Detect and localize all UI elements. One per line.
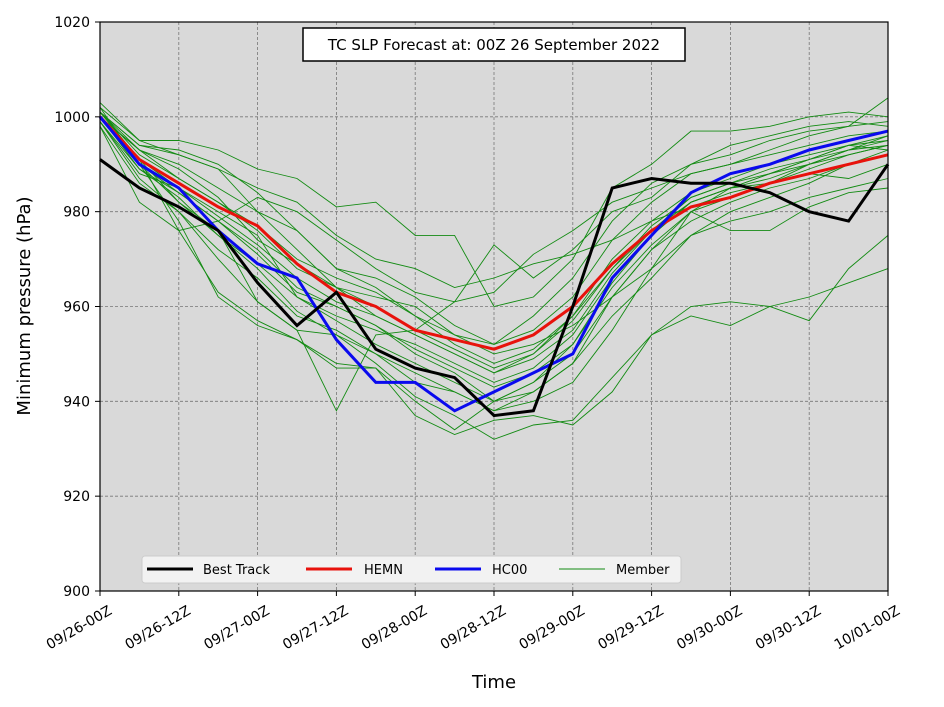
legend: Best Track HEMN HC00 Member — [141, 555, 682, 584]
chart-title: TC SLP Forecast at: 00Z 26 September 202… — [327, 36, 660, 54]
y-tick-label: 980 — [63, 205, 90, 221]
x-tick-label: 09/28-00Z — [359, 603, 430, 653]
main-series-lines — [98, 115, 890, 418]
legend-label-hemn: HEMN — [364, 563, 403, 578]
y-tick-label: 940 — [63, 394, 90, 410]
legend-label-best-track: Best Track — [203, 563, 270, 578]
member-line — [99, 107, 889, 402]
y-tick-label: 920 — [63, 489, 90, 505]
y-tick-label: 960 — [63, 300, 90, 316]
legend-label-hc00: HC00 — [492, 563, 527, 578]
x-tick-label: 09/27-12Z — [280, 603, 351, 653]
member-line — [99, 111, 889, 364]
y-tick-label: 1020 — [54, 15, 90, 31]
x-tick-label: 09/29-00Z — [517, 603, 588, 653]
chart-title-box: TC SLP Forecast at: 00Z 26 September 202… — [302, 27, 686, 62]
member-line — [99, 116, 889, 435]
y-axis-label: Minimum pressure (hPa) — [14, 196, 35, 415]
member-lines — [99, 97, 889, 440]
y-axis: 900 920 940 960 980 1000 1020 — [54, 15, 100, 600]
y-tick-label: 900 — [63, 584, 90, 600]
y-tick-label: 1000 — [54, 110, 90, 126]
legend-label-member: Member — [616, 563, 670, 578]
x-tick-label: 09/26-00Z — [44, 603, 115, 653]
legend-box — [141, 555, 682, 584]
member-line — [99, 107, 889, 308]
x-axis: 09/26-00Z 09/26-12Z 09/27-00Z 09/27-12Z 09/2… — [44, 591, 903, 653]
x-tick-label: 10/01-00Z — [832, 603, 903, 653]
x-tick-label: 09/26-12Z — [123, 603, 194, 653]
member-line — [99, 111, 889, 355]
hemn-line — [98, 115, 889, 351]
x-tick-label: 09/30-00Z — [674, 603, 745, 653]
member-line — [99, 121, 889, 412]
member-line — [99, 97, 889, 412]
x-tick-label: 09/30-12Z — [753, 603, 824, 653]
x-axis-label: Time — [471, 672, 516, 693]
x-tick-label: 09/28-12Z — [438, 603, 509, 653]
x-tick-label: 09/29-12Z — [595, 603, 666, 653]
hc00-line — [98, 115, 889, 413]
member-line — [99, 116, 889, 383]
x-tick-label: 09/27-00Z — [201, 603, 272, 653]
member-line — [99, 116, 889, 374]
best-track-line — [99, 158, 890, 418]
